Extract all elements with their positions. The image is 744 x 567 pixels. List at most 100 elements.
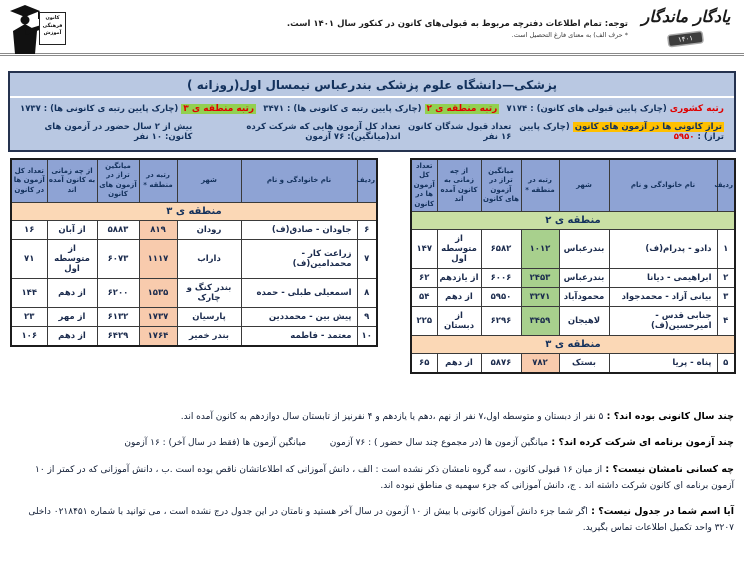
col-header-total-exams: تعداد کل آزمون ها در کانون: [10, 158, 48, 203]
cell-no: ۱: [716, 229, 736, 270]
cell-since: از یازدهم: [436, 268, 482, 289]
stat-region3-rank-label: رتبه منطقه ی ۳: [181, 104, 257, 114]
cell-no: ۵: [716, 353, 736, 374]
cell-name: جنابی قدس - امیرحسین(ف): [608, 306, 718, 337]
cell-city: پارسیان: [176, 306, 242, 327]
cell-rank: ۲۴۵۳: [520, 268, 560, 289]
col-header-region-rank: رتبه در منطقه *: [138, 158, 178, 203]
cell-rank: ۳۲۷۱: [520, 287, 560, 308]
cell-exams: ۱۴۴: [10, 277, 48, 308]
table-row: ۲ ابراهیمی - دیانا بندرعباس ۲۴۵۳ ۶۰۰۶ از یازد…: [410, 268, 736, 289]
cell-taraz: ۶۴۲۹: [96, 325, 140, 347]
results-table-left: ردیف نام خانوادگی و نام شهر رتبه در منطق…: [10, 158, 378, 347]
kanoon-logo-caption: کانون فرهنگی آموزش: [39, 12, 66, 45]
cell-name: ابراهیمی - دیانا: [608, 268, 718, 289]
cell-taraz: ۵۹۵۰: [480, 287, 522, 308]
col-header-region-rank: رتبه در منطقه *: [520, 158, 560, 213]
qa-question: چند آزمون برنامه ای شرکت کرده اند؟ :: [548, 437, 734, 449]
stat-region2-rank-desc: (چارک پایین رتبه ی کانونی ها) :: [286, 104, 422, 114]
stat-national-rank-desc: (چارک پایین قبولی های کانون) :: [530, 104, 667, 114]
stat-region3-rank-value: ۱۷۳۷: [20, 104, 41, 114]
cell-city: بندرعباس: [558, 268, 610, 289]
col-header-row-number: ردیف: [714, 158, 736, 213]
cell-city: بندر کنگ و چارک: [176, 277, 242, 308]
cell-exams: ۶۲: [410, 268, 438, 289]
top-header: کانون فرهنگی آموزش توجه: تمام اطلاعات دف…: [0, 0, 744, 56]
col-header-since: از چه زمانی به کانون آمده اند: [46, 158, 98, 203]
stat-presence: بیش از ۲ سال حضور در آزمون های کانون: ۱۰…: [44, 122, 193, 142]
qa-question: چند سال کانونی بوده اند؟ :: [603, 411, 734, 423]
cell-no: ۲: [716, 268, 736, 289]
stat-region2-rank: رتبه منطقه ی ۲ (چارک پایین رتبه ی کانونی…: [263, 104, 500, 114]
cell-exams: ۲۳: [10, 306, 48, 327]
header-note: توجه: تمام اطلاعات دفترچه مربوط به قبولی…: [287, 19, 628, 39]
stat-taraz: تراز کانونی ها در آزمون های کانون (چارک …: [511, 122, 724, 142]
table-row: ۳ بیانی آزاد - محمدجواد محمودآباد ۳۲۷۱ ۵۹۵۰ ا…: [410, 287, 736, 308]
cell-since: از دبستان: [436, 306, 482, 337]
cell-since: از دهم: [46, 325, 98, 347]
table-row: ۱ دادو - پدرام(ف) بندرعباس ۱۰۱۲ ۶۵۸۲ از متوسط…: [410, 229, 736, 270]
cell-city: بندر خمیر: [176, 325, 242, 347]
stat-taraz-label: تراز کانونی ها در آزمون های کانون: [572, 122, 724, 132]
cell-rank: ۱۱۱۷: [138, 238, 178, 279]
cell-since: از دهم: [46, 277, 98, 308]
qa-question: چه کسانی نامشان نیست؟ :: [602, 463, 734, 475]
cell-taraz: ۶۰۷۳: [96, 238, 140, 279]
cell-rank: ۱۷۳۷: [138, 306, 178, 327]
cell-city: داراب: [176, 238, 242, 279]
region-band-row: منطقه ی ۳: [410, 335, 736, 355]
cell-taraz: ۶۰۰۶: [480, 268, 522, 289]
region-band-label: منطقه ی ۳: [10, 201, 378, 221]
col-header-row-number: ردیف: [356, 158, 378, 203]
cell-name: جاودان - صادق(ف): [240, 219, 358, 240]
cell-name: دادو - پدرام(ف): [608, 229, 718, 270]
table-header-right: ردیف نام خانوادگی و نام شهر رتبه در منطق…: [410, 158, 736, 213]
stat-exams-avg: تعداد کل آزمون هایی که شرکت کرده اند(میا…: [246, 122, 401, 142]
qa-answer: میانگین آزمون ها (در مجموع چند سال حضور …: [124, 438, 549, 449]
cell-rank: ۸۱۹: [138, 219, 178, 240]
cell-exams: ۱۴۷: [410, 229, 438, 270]
cell-no: ۷: [356, 238, 378, 279]
stats-row-details: تراز کانونی ها در آزمون های کانون (چارک …: [20, 122, 724, 142]
col-header-avg-taraz: میانگین تراز در آزمون های کانون: [96, 158, 140, 203]
cell-exams: ۱۶: [10, 219, 48, 240]
qa-line: چند سال کانونی بوده اند؟ : ۵ نفر از دبست…: [12, 408, 734, 425]
stat-national-rank-label: رتبه کشوری: [669, 104, 724, 114]
stat-region3-rank: رتبه منطقه ی ۳ (چارک پایین رتبه ی کانونی…: [20, 104, 257, 114]
kanoon-logo: کانون فرهنگی آموزش: [8, 3, 66, 55]
col-header-name: نام خانوادگی و نام: [608, 158, 718, 213]
brand-title: یادگار ماندگار: [641, 7, 732, 26]
cell-rank: ۱۰۱۲: [520, 229, 560, 270]
stat-region2-rank-value: ۳۴۷۱: [263, 104, 285, 114]
stat-taraz-value: ۵۹۵۰: [673, 132, 695, 142]
table-row: ۸ اسمعیلی طبلی - حمده بندر کنگ و چارک ۱۵۳۵ ۶…: [10, 277, 378, 308]
page-title: پزشکی—دانشگاه علوم پزشکی بندرعباس نیمسال…: [10, 73, 734, 98]
brand-year-badge: ۱۴۰۱: [668, 32, 704, 46]
cell-name: اسمعیلی طبلی - حمده: [240, 277, 358, 308]
cell-name: زراعت کار - محمدامین(ف): [240, 238, 358, 279]
table-row: ۱۰ معتمد - فاطمه بندر خمیر ۱۷۶۴ ۶۴۲۹ از دهم ۱۰…: [10, 325, 378, 347]
cell-since: از متوسطه اول: [436, 229, 482, 270]
cell-no: ۹: [356, 306, 378, 327]
qa-question: آیا اسم شما در جدول نیست؟ :: [587, 505, 734, 517]
region-band-label: منطقه ی ۲: [410, 211, 736, 231]
cell-no: ۸: [356, 277, 378, 308]
cell-city: محمودآباد: [558, 287, 610, 308]
cell-rank: ۳۴۵۹: [520, 306, 560, 337]
cell-no: ۳: [716, 287, 736, 308]
qa-line: آیا اسم شما در جدول نیست؟ : اگر شما جزء …: [12, 503, 734, 536]
table-row: ۷ زراعت کار - محمدامین(ف) داراب ۱۱۱۷ ۶۰۷۳ از …: [10, 238, 378, 279]
table-header-left: ردیف نام خانوادگی و نام شهر رتبه در منطق…: [10, 158, 378, 203]
cell-city: لاهیجان: [558, 306, 610, 337]
cell-name: بیانی آزاد - محمدجواد: [608, 287, 718, 308]
stat-national-rank: رتبه کشوری (چارک پایین قبولی های کانون) …: [506, 104, 724, 114]
cell-taraz: ۶۱۳۲: [96, 306, 140, 327]
cell-exams: ۷۱: [10, 238, 48, 279]
cell-taraz: ۶۲۹۶: [480, 306, 522, 337]
stat-region2-rank-label: رتبه منطقه ی ۲: [424, 104, 500, 114]
cell-since: از دهم: [436, 287, 482, 308]
stats-panel: رتبه کشوری (چارک پایین قبولی های کانون) …: [10, 98, 734, 150]
header-note-sub: * حرف الف) به معنای فارغ التحصیل است.: [511, 31, 628, 39]
cell-rank: ۱۷۶۴: [138, 325, 178, 347]
header-note-main: توجه: تمام اطلاعات دفترچه مربوط به قبولی…: [286, 19, 628, 29]
